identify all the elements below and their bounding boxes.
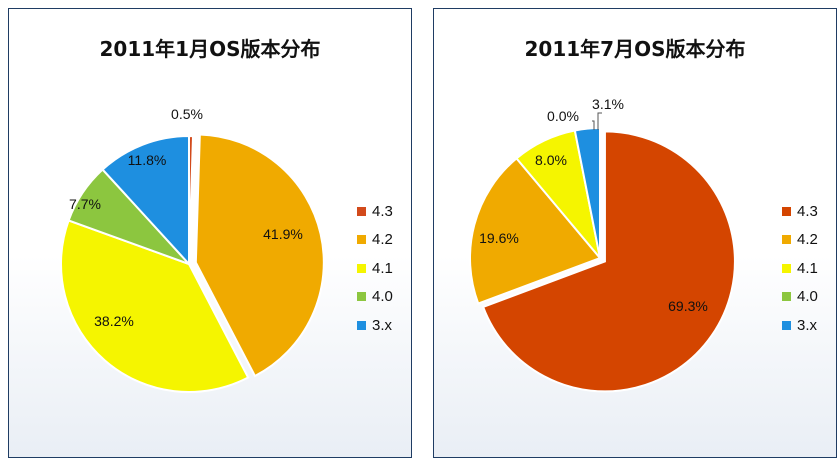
pie-slice-3-x bbox=[101, 134, 190, 267]
legend-item-4-0: 4.0 bbox=[357, 283, 393, 312]
legend-item-4-2: 4.2 bbox=[357, 226, 393, 255]
pie-slice-4-1 bbox=[60, 219, 250, 393]
legend-label: 4.2 bbox=[797, 231, 818, 249]
legend-swatch bbox=[357, 320, 366, 330]
pie-chart-july: 69.3% 19.6% 8.0% 0.0% 3.1% bbox=[469, 96, 736, 393]
data-label-4-3: 0.5% bbox=[171, 106, 203, 122]
legend-swatch bbox=[357, 206, 366, 216]
data-label-3-x: 11.8% bbox=[128, 152, 167, 168]
legend-swatch bbox=[782, 206, 791, 216]
legend-label: 3.x bbox=[797, 316, 818, 334]
legend-label: 4.1 bbox=[372, 259, 393, 277]
legend-swatch bbox=[782, 263, 791, 273]
legend-item-4-0: 4.0 bbox=[782, 283, 818, 312]
legend-label: 4.1 bbox=[797, 259, 818, 277]
legend-item-4-2: 4.2 bbox=[782, 226, 818, 255]
legend-label: 4.0 bbox=[372, 288, 393, 306]
data-label-4-0: 7.7% bbox=[69, 196, 101, 212]
data-label-3-x: 3.1% bbox=[592, 96, 624, 112]
data-label-4-1: 8.0% bbox=[535, 152, 567, 168]
legend-item-4-3: 4.3 bbox=[782, 197, 818, 226]
legend: 4.3 4.2 4.1 4.0 3.x bbox=[357, 197, 393, 340]
pie-slice-4-2 bbox=[194, 133, 325, 378]
pie-slice-4-2 bbox=[469, 156, 602, 305]
legend-label: 4.2 bbox=[372, 231, 393, 249]
data-label-4-3: 69.3% bbox=[668, 298, 708, 314]
legend-swatch bbox=[782, 292, 791, 302]
legend-label: 4.3 bbox=[797, 202, 818, 220]
legend-swatch bbox=[782, 320, 791, 330]
legend-item-4-3: 4.3 bbox=[357, 197, 393, 226]
legend-label: 4.3 bbox=[372, 202, 393, 220]
data-label-4-0: 0.0% bbox=[547, 108, 579, 124]
legend-swatch bbox=[357, 263, 366, 273]
legend: 4.3 4.2 4.1 4.0 3.x bbox=[782, 197, 818, 340]
leader-line bbox=[597, 112, 602, 130]
legend-item-4-1: 4.1 bbox=[782, 254, 818, 283]
legend-item-4-1: 4.1 bbox=[357, 254, 393, 283]
legend-item-3-x: 3.x bbox=[782, 311, 818, 340]
legend-swatch bbox=[357, 292, 366, 302]
leader-line bbox=[592, 120, 595, 130]
pie-slice-3-x bbox=[573, 126, 601, 259]
legend-label: 4.0 bbox=[797, 288, 818, 306]
legend-label: 3.x bbox=[372, 316, 393, 334]
legend-swatch bbox=[357, 235, 366, 245]
chart-panel-july: 2011年7月OS版本分布 69.3% 19.6% 8.0% 0.0% 3.1% 4.3… bbox=[433, 8, 837, 458]
legend-swatch bbox=[782, 235, 791, 245]
pie-chart-january: 0.5% 41.9% 38.2% 7.7% 11.8% bbox=[60, 106, 325, 393]
data-label-4-2: 19.6% bbox=[479, 230, 519, 246]
legend-item-3-x: 3.x bbox=[357, 311, 393, 340]
chart-panel-january: 2011年1月OS版本分布 0.5% 41.9% 38.2% 7.7% 11.8% 4.… bbox=[8, 8, 412, 458]
chart-title: 2011年7月OS版本分布 bbox=[524, 37, 746, 61]
data-label-4-1: 38.2% bbox=[94, 313, 134, 329]
chart-title: 2011年1月OS版本分布 bbox=[99, 37, 321, 61]
pie-slice-4-3 bbox=[481, 130, 736, 393]
data-label-4-2: 41.9% bbox=[263, 226, 303, 242]
